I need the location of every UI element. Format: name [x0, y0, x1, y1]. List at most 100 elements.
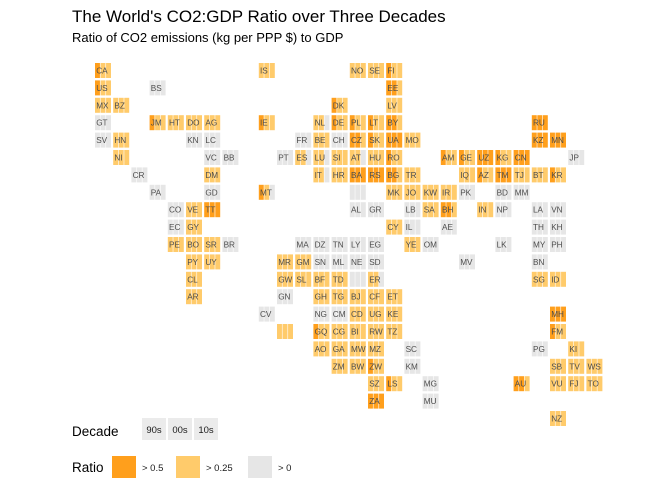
country-label: KZ — [533, 136, 543, 145]
tile-bar-ro-00s — [391, 150, 397, 165]
decade-key-10s — [194, 418, 218, 440]
country-label: EG — [369, 241, 381, 250]
tile-bar-km-00s — [409, 358, 415, 374]
country-label: CY — [387, 223, 399, 232]
country-label: MX — [96, 101, 109, 110]
tile-bar-er-00s — [373, 271, 379, 287]
chart-title: The World's CO2:GDP Ratio over Three Dec… — [72, 7, 446, 26]
tile-bar-bs-90s — [149, 80, 155, 96]
country-tile-dk: DK — [331, 97, 348, 113]
tile-bar-my-00s — [537, 237, 543, 252]
tile-bar-lu-90s — [313, 150, 319, 165]
tile-bar-us-10s — [106, 80, 111, 96]
tile-bar-lt-00s — [373, 115, 379, 131]
country-label: FM — [551, 328, 563, 337]
country-tile-tv: TV — [568, 358, 585, 374]
tile-bar-fi-10s — [397, 63, 403, 78]
tile-bar-sg-90s — [531, 271, 537, 287]
country-tile-fm: FM — [550, 324, 566, 339]
country-label: SB — [551, 362, 562, 371]
tile-bar-mu-90s — [422, 393, 428, 409]
tile-bar-mh-90s — [550, 306, 555, 322]
tile-bar-ws-90s — [586, 358, 592, 374]
tile-bar-il-90s — [404, 219, 410, 235]
tile-bar-kh-10s — [561, 219, 566, 235]
tile-bar-ls-00s — [391, 376, 397, 392]
country-label: EE — [387, 84, 398, 93]
country-label: SA — [424, 206, 435, 215]
country-label: LV — [387, 101, 397, 110]
tile-bar-gd-90s — [204, 184, 210, 200]
tile-bar-sz-10s — [379, 376, 384, 392]
tile-bar-nz-90s — [550, 411, 555, 426]
tile-bar-ch-00s — [337, 132, 343, 148]
country-label: AM — [442, 154, 454, 163]
tile-bar-kw-00s — [428, 184, 434, 200]
tile-bar-cn-10s — [524, 150, 530, 165]
country-label: US — [96, 84, 108, 93]
tile-bar-gq-90s — [313, 324, 319, 339]
tile-bar-cz-90s — [349, 132, 355, 148]
tile-bar-gd-10s — [215, 184, 221, 200]
tile-bar-us-90s — [95, 80, 100, 96]
tile-bar-rw-10s — [379, 324, 384, 339]
country-label: CV — [260, 310, 272, 319]
tile-bar-dz-90s — [313, 237, 319, 252]
tile-bar-is-10s — [269, 63, 275, 78]
tile-bar-ie-00s — [264, 115, 270, 131]
tile-bar-unlabeled-126-00s — [355, 271, 361, 287]
tile-bar-bo-10s — [197, 237, 202, 252]
tile-bar-ug-10s — [379, 306, 384, 322]
tile-bar-eg-10s — [379, 237, 384, 252]
tile-bar-et-00s — [391, 289, 397, 305]
country-label: SI — [333, 154, 341, 163]
tile-bar-cg-90s — [331, 324, 337, 339]
country-tile-al: AL — [349, 202, 366, 218]
country-tile-mt: MT — [258, 184, 275, 200]
tile-bar-sz-90s — [368, 376, 373, 392]
tile-bar-mm-10s — [524, 184, 530, 200]
country-label: LY — [351, 241, 361, 250]
tile-bar-kz-90s — [531, 132, 537, 148]
tile-bar-lk-90s — [495, 237, 501, 252]
country-tile-bb: BB — [222, 150, 239, 165]
country-tile-ir: IR — [440, 184, 457, 200]
tile-bar-ht-90s — [167, 115, 173, 131]
tile-bar-au-00s — [519, 376, 525, 392]
tile-bar-rw-90s — [368, 324, 373, 339]
tile-bar-ba-10s — [360, 167, 366, 183]
tile-bar-ng-90s — [313, 306, 319, 322]
tile-bar-lb-90s — [404, 202, 410, 218]
tile-bar-gw-90s — [277, 271, 282, 287]
tile-bar-ie-10s — [269, 115, 275, 131]
tile-bar-td-90s — [331, 271, 337, 287]
country-tile-co: CO — [167, 202, 184, 218]
country-label: RS — [369, 171, 381, 180]
country-tile-hr: HR — [331, 167, 348, 183]
country-tile-gd: GD — [204, 184, 221, 200]
country-label: MY — [533, 241, 546, 250]
tile-bar-za-10s — [379, 393, 384, 409]
tile-bar-mw-10s — [360, 341, 366, 357]
tile-bar-lk-00s — [500, 237, 506, 252]
country-label: JO — [406, 188, 416, 197]
country-tile-cr: CR — [131, 167, 148, 183]
tile-bar-hn-00s — [118, 132, 124, 148]
country-label: HU — [369, 154, 381, 163]
tile-bar-ar-00s — [191, 289, 197, 305]
tile-bar-fm-00s — [555, 324, 561, 339]
tile-bar-ml-10s — [342, 254, 348, 270]
country-label: TV — [569, 362, 580, 371]
country-label: AG — [205, 119, 217, 128]
tile-bar-ug-90s — [368, 306, 373, 322]
tile-bar-ke-10s — [397, 306, 403, 322]
country-label: MT — [260, 188, 272, 197]
tile-bar-et-90s — [386, 289, 392, 305]
country-tile-sa: SA — [422, 202, 439, 218]
tile-bar-sd-10s — [379, 254, 384, 270]
tile-bar-cm-10s — [342, 306, 348, 322]
tile-bar-ru-10s — [542, 115, 548, 131]
country-tile-us: US — [95, 80, 111, 96]
tile-bar-ne-10s — [360, 254, 366, 270]
tile-bar-hn-90s — [113, 132, 119, 148]
